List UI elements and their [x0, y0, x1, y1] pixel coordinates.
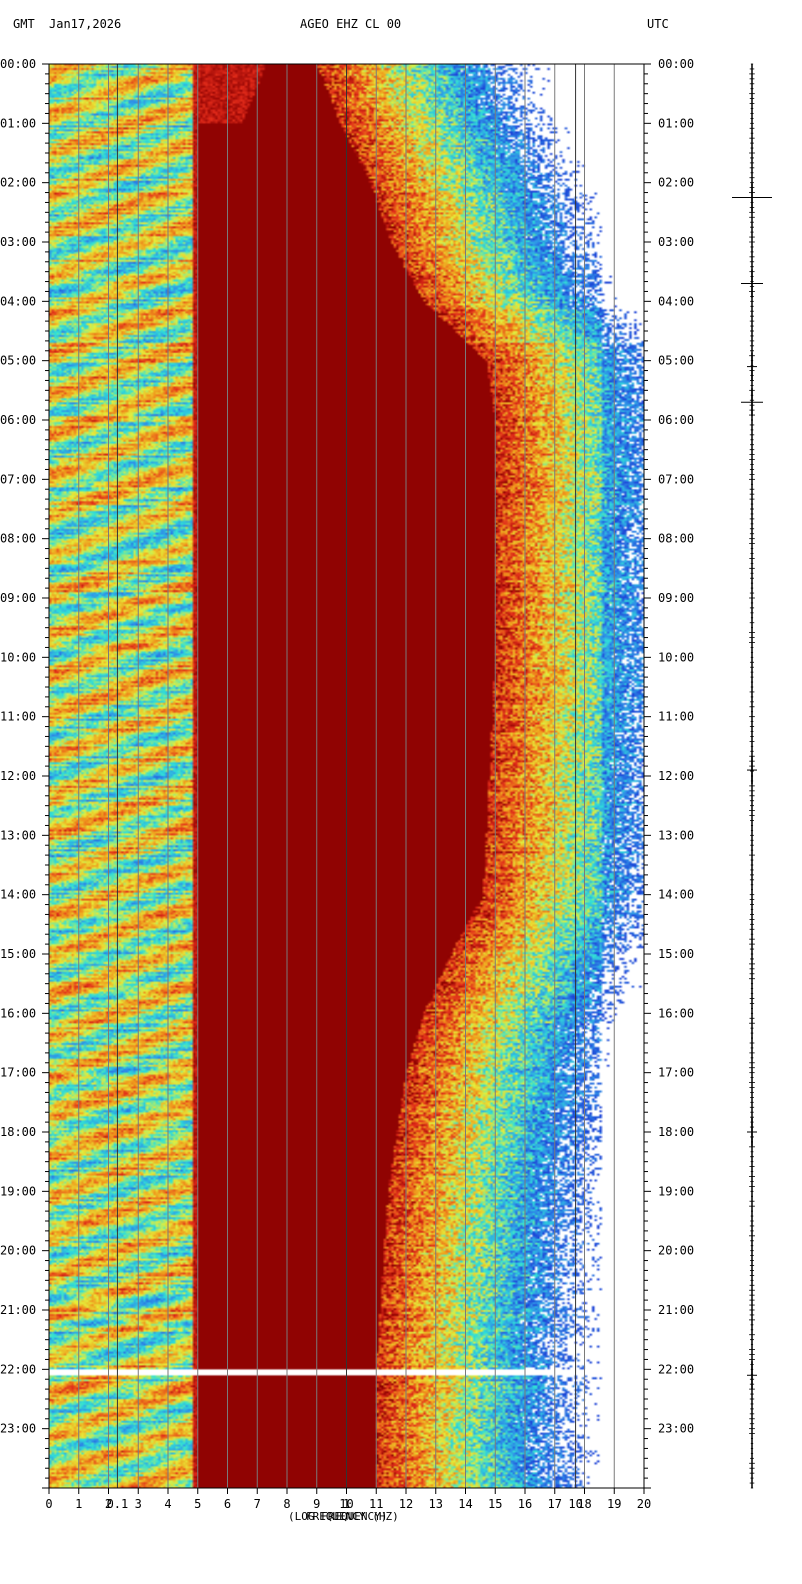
y-tick-label-left: 13:00 [0, 828, 36, 842]
y-tick-label-left: 22:00 [0, 1362, 36, 1376]
y-tick-label-left: 10:00 [0, 650, 36, 664]
y-tick-label-right: 23:00 [658, 1422, 694, 1436]
y-tick-label-left: 17:00 [0, 1066, 36, 1080]
y-tick-label-left: 04:00 [0, 294, 36, 308]
log-x-tick-label: 0.1 [107, 1497, 129, 1511]
y-tick-label-left: 11:00 [0, 710, 36, 724]
y-tick-label-right: 00:00 [658, 57, 694, 71]
x-tick-label: 4 [164, 1497, 171, 1511]
y-tick-label-right: 03:00 [658, 235, 694, 249]
y-tick-label-left: 00:00 [0, 57, 36, 71]
y-tick-label-left: 21:00 [0, 1303, 36, 1317]
y-tick-label-left: 16:00 [0, 1006, 36, 1020]
seismogram-trace [732, 64, 772, 1488]
y-tick-label-right: 20:00 [658, 1244, 694, 1258]
x-tick-label: 9 [313, 1497, 320, 1511]
x-tick-label: 3 [135, 1497, 142, 1511]
timezone-left: GMT [13, 17, 35, 31]
y-tick-label-right: 11:00 [658, 710, 694, 724]
x-tick-label: 0 [45, 1497, 52, 1511]
y-tick-label-left: 15:00 [0, 947, 36, 961]
y-tick-label-left: 12:00 [0, 769, 36, 783]
y-tick-label-left: 20:00 [0, 1244, 36, 1258]
x-axis-label: FREQUENCY (HZ) [306, 1510, 399, 1523]
y-tick-label-right: 21:00 [658, 1303, 694, 1317]
station-title: AGEO EHZ CL 00 [300, 17, 401, 31]
y-tick-label-right: 06:00 [658, 413, 694, 427]
x-axis: 0 1 2 3 4 5 6 7 8 9 10 11 12 13 14 15 16 17 18 19 200.1 1 10 [45, 1488, 651, 1511]
y-tick-label-right: 16:00 [658, 1006, 694, 1020]
y-tick-label-left: 09:00 [0, 591, 36, 605]
y-tick-label-left: 19:00 [0, 1184, 36, 1198]
x-tick-label: 1 [75, 1497, 82, 1511]
y-tick-label-left: 07:00 [0, 472, 36, 486]
x-tick-label: 19 [607, 1497, 621, 1511]
x-tick-label: 14 [458, 1497, 472, 1511]
y-tick-label-right: 05:00 [658, 354, 694, 368]
y-tick-label-right: 10:00 [658, 650, 694, 664]
y-tick-label-left: 18:00 [0, 1125, 36, 1139]
y-tick-label-right: 22:00 [658, 1362, 694, 1376]
y-tick-label-right: 14:00 [658, 888, 694, 902]
x-tick-label: 15 [488, 1497, 502, 1511]
x-tick-label: 7 [254, 1497, 261, 1511]
y-tick-label-right: 09:00 [658, 591, 694, 605]
y-tick-label-left: 23:00 [0, 1422, 36, 1436]
y-tick-label-right: 07:00 [658, 472, 694, 486]
x-tick-label: 5 [194, 1497, 201, 1511]
x-tick-label: 6 [224, 1497, 231, 1511]
y-tick-label-right: 02:00 [658, 176, 694, 190]
y-tick-label-left: 03:00 [0, 235, 36, 249]
x-tick-label: 16 [518, 1497, 532, 1511]
x-tick-label: 8 [283, 1497, 290, 1511]
x-tick-label: 13 [429, 1497, 443, 1511]
y-tick-label-left: 05:00 [0, 354, 36, 368]
x-tick-label: 11 [369, 1497, 383, 1511]
y-tick-label-left: 06:00 [0, 413, 36, 427]
y-tick-label-right: 15:00 [658, 947, 694, 961]
y-axis-left: 00:00 01:00 02:00 03:00 04:00 05:00 06:00 07:00… [0, 57, 49, 1488]
timezone-right: UTC [647, 17, 669, 31]
y-tick-label-left: 14:00 [0, 888, 36, 902]
y-tick-label-right: 18:00 [658, 1125, 694, 1139]
y-tick-label-right: 19:00 [658, 1184, 694, 1198]
chart-date: Jan17,2026 [49, 17, 121, 31]
y-tick-label-right: 08:00 [658, 532, 694, 546]
y-tick-label-right: 01:00 [658, 116, 694, 130]
x-tick-label: 12 [399, 1497, 413, 1511]
x-tick-label: 17 [548, 1497, 562, 1511]
y-tick-label-left: 02:00 [0, 176, 36, 190]
log-x-tick-label: 1 [343, 1497, 350, 1511]
y-tick-label-right: 17:00 [658, 1066, 694, 1080]
log-x-tick-label: 10 [568, 1497, 582, 1511]
y-tick-label-right: 13:00 [658, 828, 694, 842]
y-axis-right: 00:00 01:00 02:00 03:00 04:00 05:00 06:00 07:00… [644, 57, 694, 1488]
y-tick-label-right: 12:00 [658, 769, 694, 783]
y-tick-label-left: 01:00 [0, 116, 36, 130]
y-tick-label-right: 04:00 [658, 294, 694, 308]
y-tick-label-left: 08:00 [0, 532, 36, 546]
x-tick-label: 20 [637, 1497, 651, 1511]
